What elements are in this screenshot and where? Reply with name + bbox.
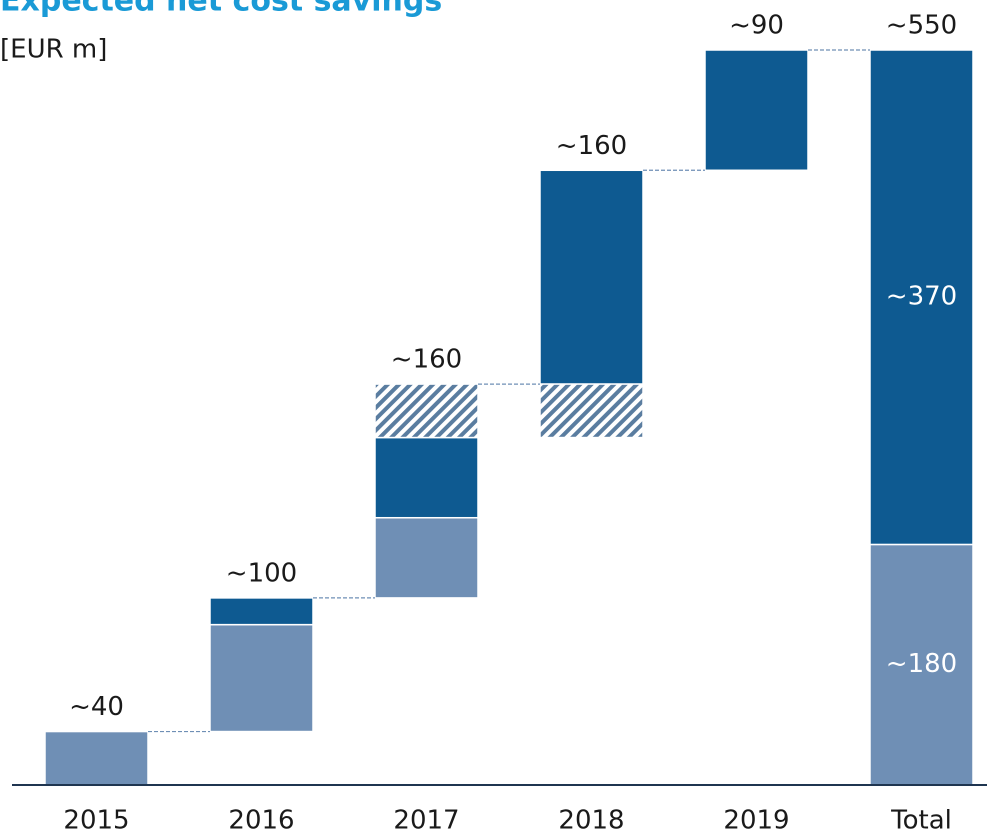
x-tick-label: 2016 [228, 806, 294, 836]
total-label: ~90 [729, 11, 784, 41]
bar-segment [704, 49, 809, 172]
chart-subtitle: [EUR m] [0, 35, 107, 65]
x-tick-label: 2017 [393, 806, 459, 836]
x-tick-label: Total [890, 806, 952, 836]
x-tick-label: 2018 [558, 806, 624, 836]
bar-segment [209, 597, 314, 626]
bar-segment [209, 623, 314, 733]
total-label: ~160 [556, 131, 627, 161]
bar-segment [869, 543, 974, 786]
total-label: ~550 [886, 11, 957, 41]
bar-segment [374, 516, 479, 599]
segment-label: ~370 [886, 282, 957, 312]
bar-segment [539, 169, 644, 385]
bar-segment [44, 730, 149, 786]
x-tick-label: 2019 [723, 806, 789, 836]
total-label: ~40 [69, 692, 124, 722]
x-tick-label: 2015 [63, 806, 129, 836]
bar-segment [374, 436, 479, 519]
segment-label: ~180 [886, 649, 957, 679]
bar-segment [374, 383, 479, 439]
total-label: ~100 [226, 558, 297, 588]
bar-segment [539, 383, 644, 439]
chart-title: Expected net cost savings [0, 0, 442, 19]
bar-segment [869, 49, 974, 546]
total-label: ~160 [391, 345, 462, 375]
